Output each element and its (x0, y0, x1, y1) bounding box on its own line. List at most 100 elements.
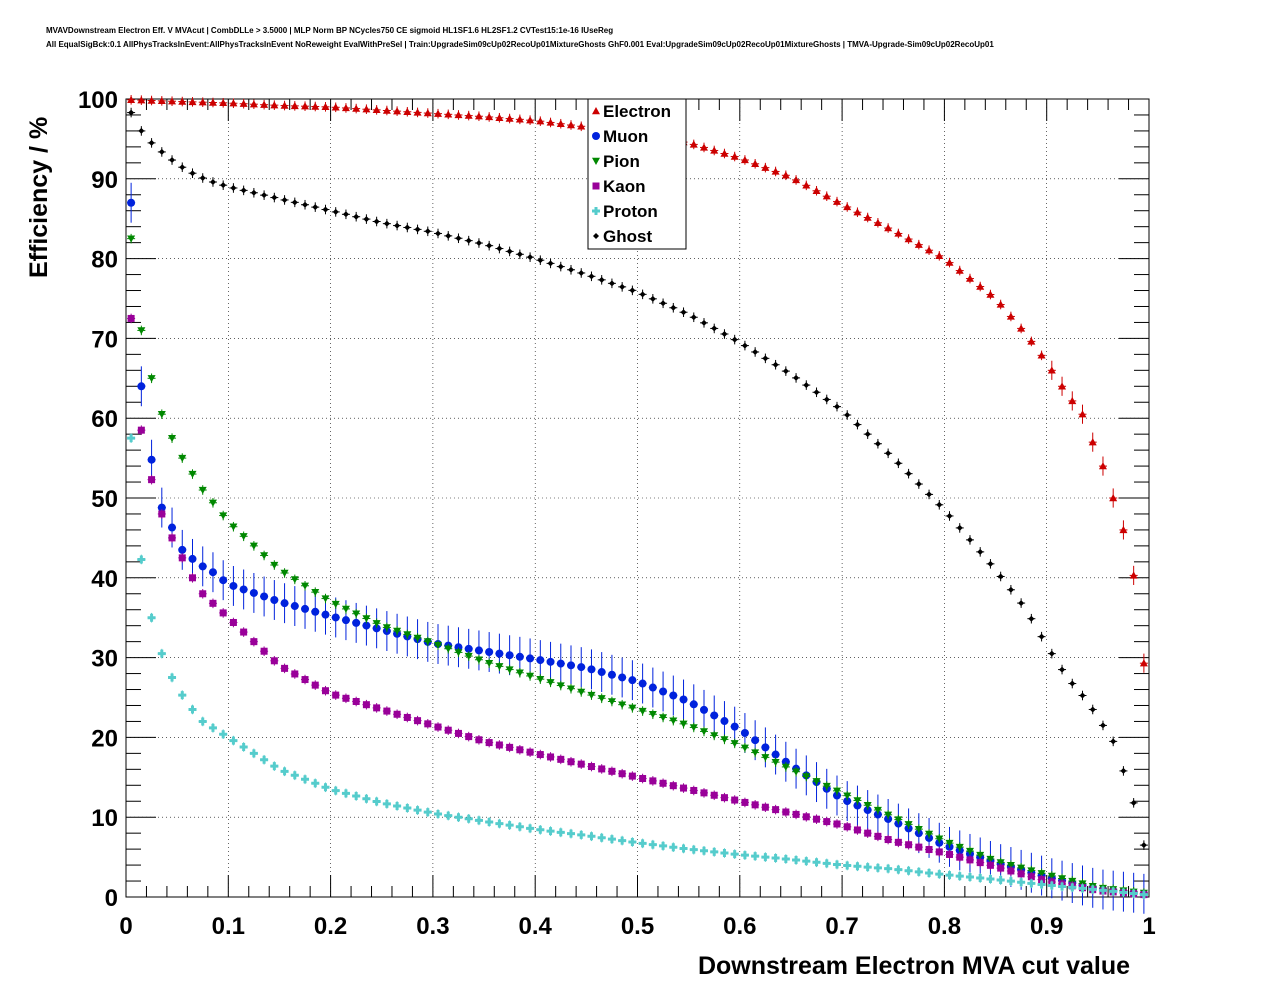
data-point (577, 122, 586, 130)
data-point (280, 767, 289, 776)
data-point (935, 848, 943, 856)
data-point (976, 874, 985, 883)
data-point (628, 676, 637, 685)
data-point (250, 638, 258, 646)
data-point (587, 665, 596, 674)
data-point (331, 600, 340, 609)
data-point (474, 656, 483, 664)
data-point (465, 733, 473, 741)
data-point (740, 155, 749, 164)
data-point (270, 657, 278, 665)
data-point (157, 96, 166, 105)
data-point (403, 107, 412, 115)
data-point (198, 562, 207, 571)
data-point (1140, 842, 1147, 849)
data-point (1069, 680, 1076, 687)
data-point (496, 245, 503, 252)
data-point (515, 822, 524, 831)
data-point (884, 811, 893, 819)
data-point (413, 108, 422, 116)
data-point (495, 649, 504, 658)
data-point (873, 863, 882, 872)
y-tick-label: 80 (91, 247, 118, 274)
data-point (1017, 324, 1026, 332)
data-point (639, 774, 647, 782)
data-point (128, 109, 135, 116)
data-point (588, 273, 595, 280)
data-point (1109, 887, 1118, 896)
series-muon (127, 182, 1148, 914)
data-point (925, 830, 934, 838)
data-point (352, 610, 361, 618)
data-point (556, 659, 565, 668)
data-point (301, 775, 310, 784)
data-point (353, 213, 360, 220)
data-point (199, 590, 207, 598)
legend-label: Ghost (603, 227, 652, 246)
data-point (1027, 873, 1035, 881)
data-point (465, 237, 472, 244)
data-point (537, 257, 544, 264)
y-tick-label: 20 (91, 725, 118, 752)
data-point (843, 861, 852, 870)
data-point (1068, 396, 1077, 405)
data-point (179, 164, 186, 171)
data-point (137, 382, 146, 391)
legend-label: Pion (603, 152, 640, 171)
data-point (434, 641, 443, 650)
data-point (188, 705, 197, 714)
data-point (1078, 410, 1087, 418)
data-point (362, 105, 371, 113)
y-tick-label: 30 (91, 646, 118, 673)
data-point (147, 613, 156, 622)
data-point (557, 755, 565, 763)
data-point (638, 707, 647, 716)
data-point (178, 545, 187, 554)
data-point (475, 736, 483, 744)
data-point (424, 720, 432, 728)
data-point (905, 470, 912, 477)
data-point (669, 717, 678, 725)
data-point (741, 798, 749, 806)
data-point (454, 813, 463, 822)
data-point (249, 100, 258, 108)
data-point (229, 99, 238, 107)
data-point (291, 199, 298, 206)
data-point (393, 710, 401, 718)
data-point (189, 170, 196, 177)
data-point (965, 873, 974, 882)
data-point (127, 235, 136, 243)
data-point (393, 107, 402, 115)
data-point (208, 98, 217, 106)
data-point (199, 175, 206, 182)
data-point (567, 685, 576, 693)
data-point (699, 705, 708, 714)
x-tick-label: 1 (1142, 913, 1155, 940)
data-point (281, 196, 288, 203)
data-point (147, 455, 156, 464)
x-tick-label: 0.5 (621, 913, 654, 940)
data-point (670, 304, 677, 311)
chart-title-line2: All EqualSigBck:0.1 AllPhysTracksInEvent… (46, 40, 994, 49)
data-point (699, 728, 708, 736)
data-point (383, 707, 391, 715)
data-point (976, 859, 984, 867)
data-point (619, 283, 626, 290)
legend-item-kaon: Kaon (592, 177, 646, 196)
data-point (536, 751, 544, 759)
data-point (454, 649, 463, 657)
data-point (771, 167, 780, 175)
data-point (546, 679, 555, 687)
data-point (486, 242, 493, 249)
data-point (239, 585, 248, 594)
data-point (864, 431, 871, 438)
data-point (382, 799, 391, 808)
data-point (812, 858, 821, 867)
data-point (751, 749, 760, 757)
data-point (444, 811, 453, 820)
data-point (689, 140, 698, 148)
data-point (608, 767, 616, 775)
data-point (751, 801, 759, 809)
data-point (413, 634, 422, 642)
data-point (464, 652, 473, 661)
